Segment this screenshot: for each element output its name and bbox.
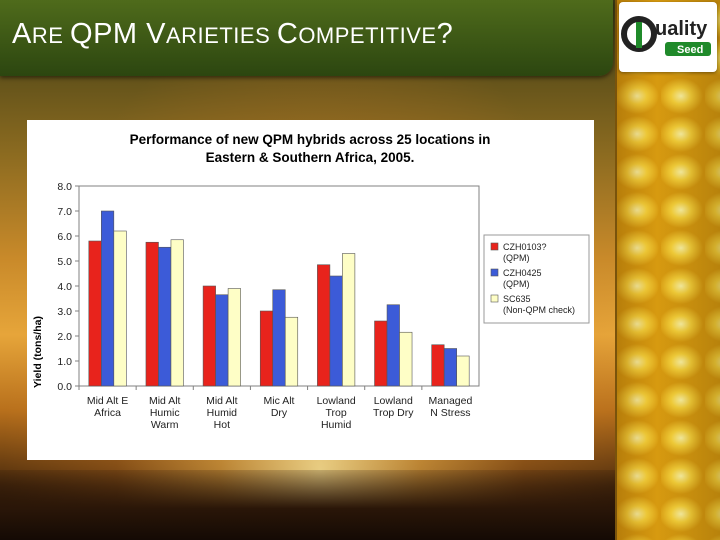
y-tick-label: 1.0 <box>57 356 72 368</box>
x-category-label: Trop <box>326 407 347 419</box>
bar-series-1 <box>202 285 216 387</box>
title-word-varieties: ARIETIES <box>166 23 277 48</box>
chart-title-line-2: Eastern & Southern Africa, 2005. <box>206 150 415 165</box>
title-initial-v: V <box>146 18 166 50</box>
bar-series-2 <box>443 348 457 387</box>
y-tick-label: 4.0 <box>57 281 72 293</box>
bar-series-2 <box>158 246 172 387</box>
bar-chart: Performance of new QPM hybrids across 25… <box>32 132 590 431</box>
x-category-label: Lowland <box>317 395 356 407</box>
legend: CZH0103?(QPM)CZH0425(QPM)SC635(Non-QPM c… <box>490 242 575 315</box>
title-bar: ARE QPM VARIETIES COMPETITIVE? <box>0 0 613 76</box>
legend-box <box>483 234 590 324</box>
legend-label-3: SC635 <box>503 294 531 304</box>
bar-series-2 <box>386 304 400 387</box>
title-word-competitive: OMPETITIVE <box>298 23 437 48</box>
bar-series-3 <box>170 239 184 387</box>
bar-series-3 <box>284 316 299 387</box>
logo-q-stem <box>636 22 642 48</box>
y-tick-label: 0.0 <box>57 381 72 393</box>
y-axis-label: Yield (tons/ha) <box>32 316 44 388</box>
x-category-label: Mid Alt <box>149 395 181 407</box>
x-category-label: Mid Alt <box>206 395 238 407</box>
title-word-are: RE <box>31 23 71 48</box>
x-category-label: Trop Dry <box>373 407 414 419</box>
y-tick-label: 2.0 <box>57 331 72 343</box>
legend-swatch-2 <box>490 268 499 277</box>
legend-swatch-1 <box>490 242 499 251</box>
x-category-label: Managed <box>429 395 473 407</box>
bars-group <box>88 210 470 387</box>
bar-series-1 <box>145 241 159 387</box>
bar-series-3 <box>227 288 241 387</box>
bar-series-3 <box>342 253 356 387</box>
bar-series-3 <box>113 230 127 387</box>
y-tick-label: 3.0 <box>57 306 72 318</box>
logo-seed-badge <box>665 42 711 56</box>
bar-series-2 <box>272 289 286 387</box>
y-tick-label: 8.0 <box>57 181 72 193</box>
legend-label-2: (QPM) <box>503 279 530 289</box>
x-category-label: Lowland <box>374 395 413 407</box>
bar-series-1 <box>259 310 274 387</box>
x-category-label: Mid Alt E <box>87 395 128 407</box>
y-tick-label: 7.0 <box>57 206 72 218</box>
logo-wordmark: uality <box>655 18 708 40</box>
chart-panel: Performance of new QPM hybrids across 25… <box>27 120 594 460</box>
bar-series-3 <box>456 355 470 387</box>
legend-label-3: (Non-QPM check) <box>503 305 575 315</box>
y-tick-label: 5.0 <box>57 256 72 268</box>
bar-series-1 <box>374 320 388 387</box>
bar-series-3 <box>399 331 413 387</box>
corn-image-shade <box>615 0 720 540</box>
legend-label-2: CZH0425 <box>503 268 542 278</box>
x-category-label: Dry <box>271 407 288 419</box>
bar-series-2 <box>329 275 343 387</box>
legend-label-1: (QPM) <box>503 253 530 263</box>
title-initial-c: C <box>276 18 299 50</box>
x-category-label: Warm <box>151 419 179 431</box>
x-category-label: N Stress <box>430 407 470 419</box>
legend-label-1: CZH0103? <box>503 242 547 252</box>
y-tick-label: 6.0 <box>57 231 72 243</box>
quality-seed-logo-graphic: uality Seed <box>621 16 711 56</box>
chart-title-line-1: Performance of new QPM hybrids across 25… <box>130 132 491 147</box>
title-initial-a: A <box>12 18 32 50</box>
bar-series-1 <box>317 264 331 387</box>
x-category-label: Africa <box>94 407 121 419</box>
x-category-label: Mic Alt <box>264 395 295 407</box>
bar-series-1 <box>88 240 102 387</box>
x-category-label: Humid <box>321 419 352 431</box>
x-category-label: Humid <box>207 407 238 419</box>
x-category-label: Hot <box>214 419 230 431</box>
background-field-silhouette <box>0 470 615 540</box>
title-word-qpm: QPM <box>70 18 147 50</box>
slide-title: ARE QPM VARIETIES COMPETITIVE? <box>12 18 453 51</box>
legend-swatch-3 <box>490 294 499 303</box>
logo-q-ring <box>621 16 657 52</box>
logo-seed-text: Seed <box>677 44 703 56</box>
bar-series-2 <box>101 210 115 387</box>
x-category-label: Humic <box>150 407 180 419</box>
corn-image <box>615 0 720 540</box>
quality-seed-logo: uality Seed <box>619 2 717 72</box>
title-question-mark: ? <box>436 18 454 50</box>
bar-series-2 <box>215 294 229 387</box>
bar-series-1 <box>431 344 445 387</box>
y-ticks-group: 0.0 1.0 2.0 3.0 4.0 5.0 6.0 7.0 8.0 <box>57 181 79 393</box>
